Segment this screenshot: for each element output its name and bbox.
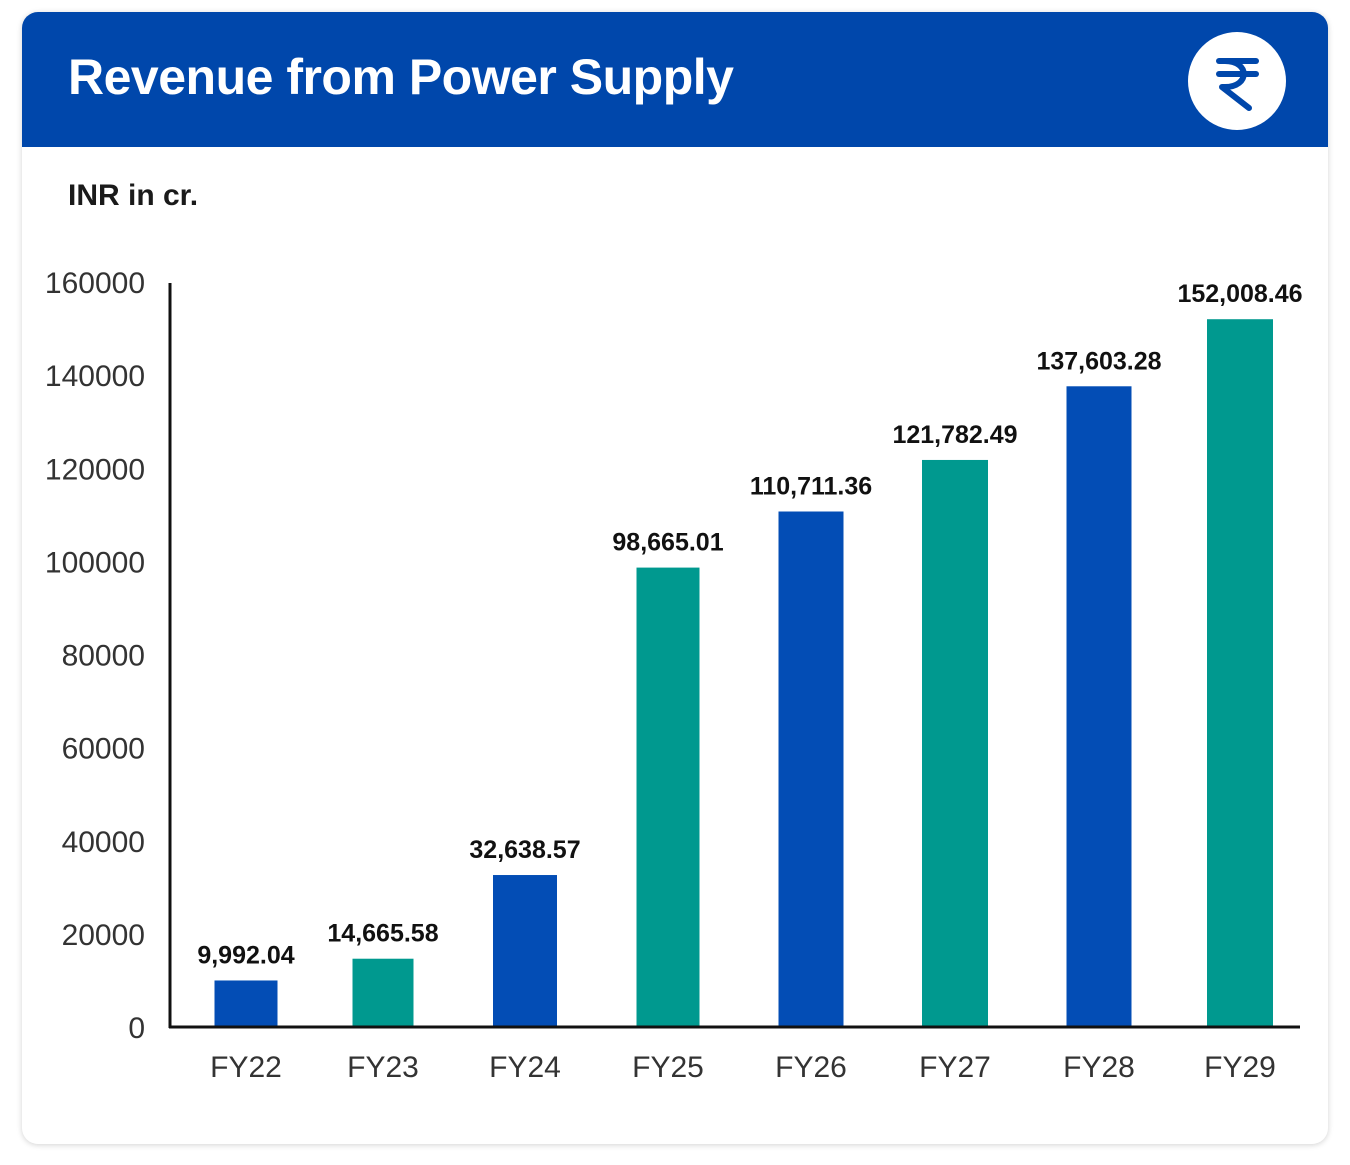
value-label: 98,665.01 <box>612 529 723 557</box>
bar-fy27 <box>922 459 988 1027</box>
x-tick-label: FY26 <box>775 1051 847 1084</box>
x-tick-label: FY23 <box>347 1051 419 1084</box>
value-label: 32,638.57 <box>469 836 580 864</box>
y-tick-label: 100000 <box>45 546 145 579</box>
value-label: 9,992.04 <box>197 941 294 969</box>
bar-fy23 <box>352 958 414 1027</box>
x-tick-label: FY29 <box>1204 1051 1276 1084</box>
y-tick-label: 160000 <box>45 267 145 300</box>
chart-header: Revenue from Power Supply <box>22 12 1328 147</box>
bar-fy24 <box>493 875 557 1027</box>
value-label: 14,665.58 <box>327 920 438 948</box>
bar-fy26 <box>778 511 844 1027</box>
y-tick-label: 20000 <box>62 919 145 952</box>
y-tick-label: 40000 <box>62 826 145 859</box>
x-tick-label: FY27 <box>919 1051 991 1084</box>
y-tick-label: 120000 <box>45 453 145 486</box>
value-label: 110,711.36 <box>750 473 872 501</box>
y-axis-ticks: 0 20000 40000 60000 80000 100000 120000 140000 1… <box>45 267 145 1045</box>
x-axis-ticks: FY22 FY23 FY24 FY25 FY26 FY27 FY28 FY29 <box>210 1051 1276 1084</box>
y-tick-label: 60000 <box>62 733 145 766</box>
bars <box>214 319 1273 1028</box>
x-tick-label: FY22 <box>210 1051 282 1084</box>
x-tick-label: FY24 <box>489 1051 561 1084</box>
unit-label: INR in cr. <box>68 179 198 212</box>
bar-fy29 <box>1207 319 1273 1028</box>
y-tick-label: 0 <box>128 1012 145 1045</box>
y-tick-label: 80000 <box>62 640 145 673</box>
bar-fy22 <box>214 980 278 1027</box>
value-labels: 9,992.04 14,665.58 32,638.57 98,665.01 110,7… <box>197 280 1302 969</box>
rupee-icon <box>1188 32 1286 130</box>
x-tick-label: FY28 <box>1063 1051 1135 1084</box>
value-label: 137,603.28 <box>1036 347 1161 375</box>
x-tick-label: FY25 <box>632 1051 704 1084</box>
chart-title: Revenue from Power Supply <box>68 49 734 105</box>
bar-fy28 <box>1066 386 1132 1027</box>
value-label: 152,008.46 <box>1177 280 1302 308</box>
value-label: 121,782.49 <box>892 421 1017 449</box>
bar-fy25 <box>636 567 700 1027</box>
y-tick-label: 140000 <box>45 360 145 393</box>
